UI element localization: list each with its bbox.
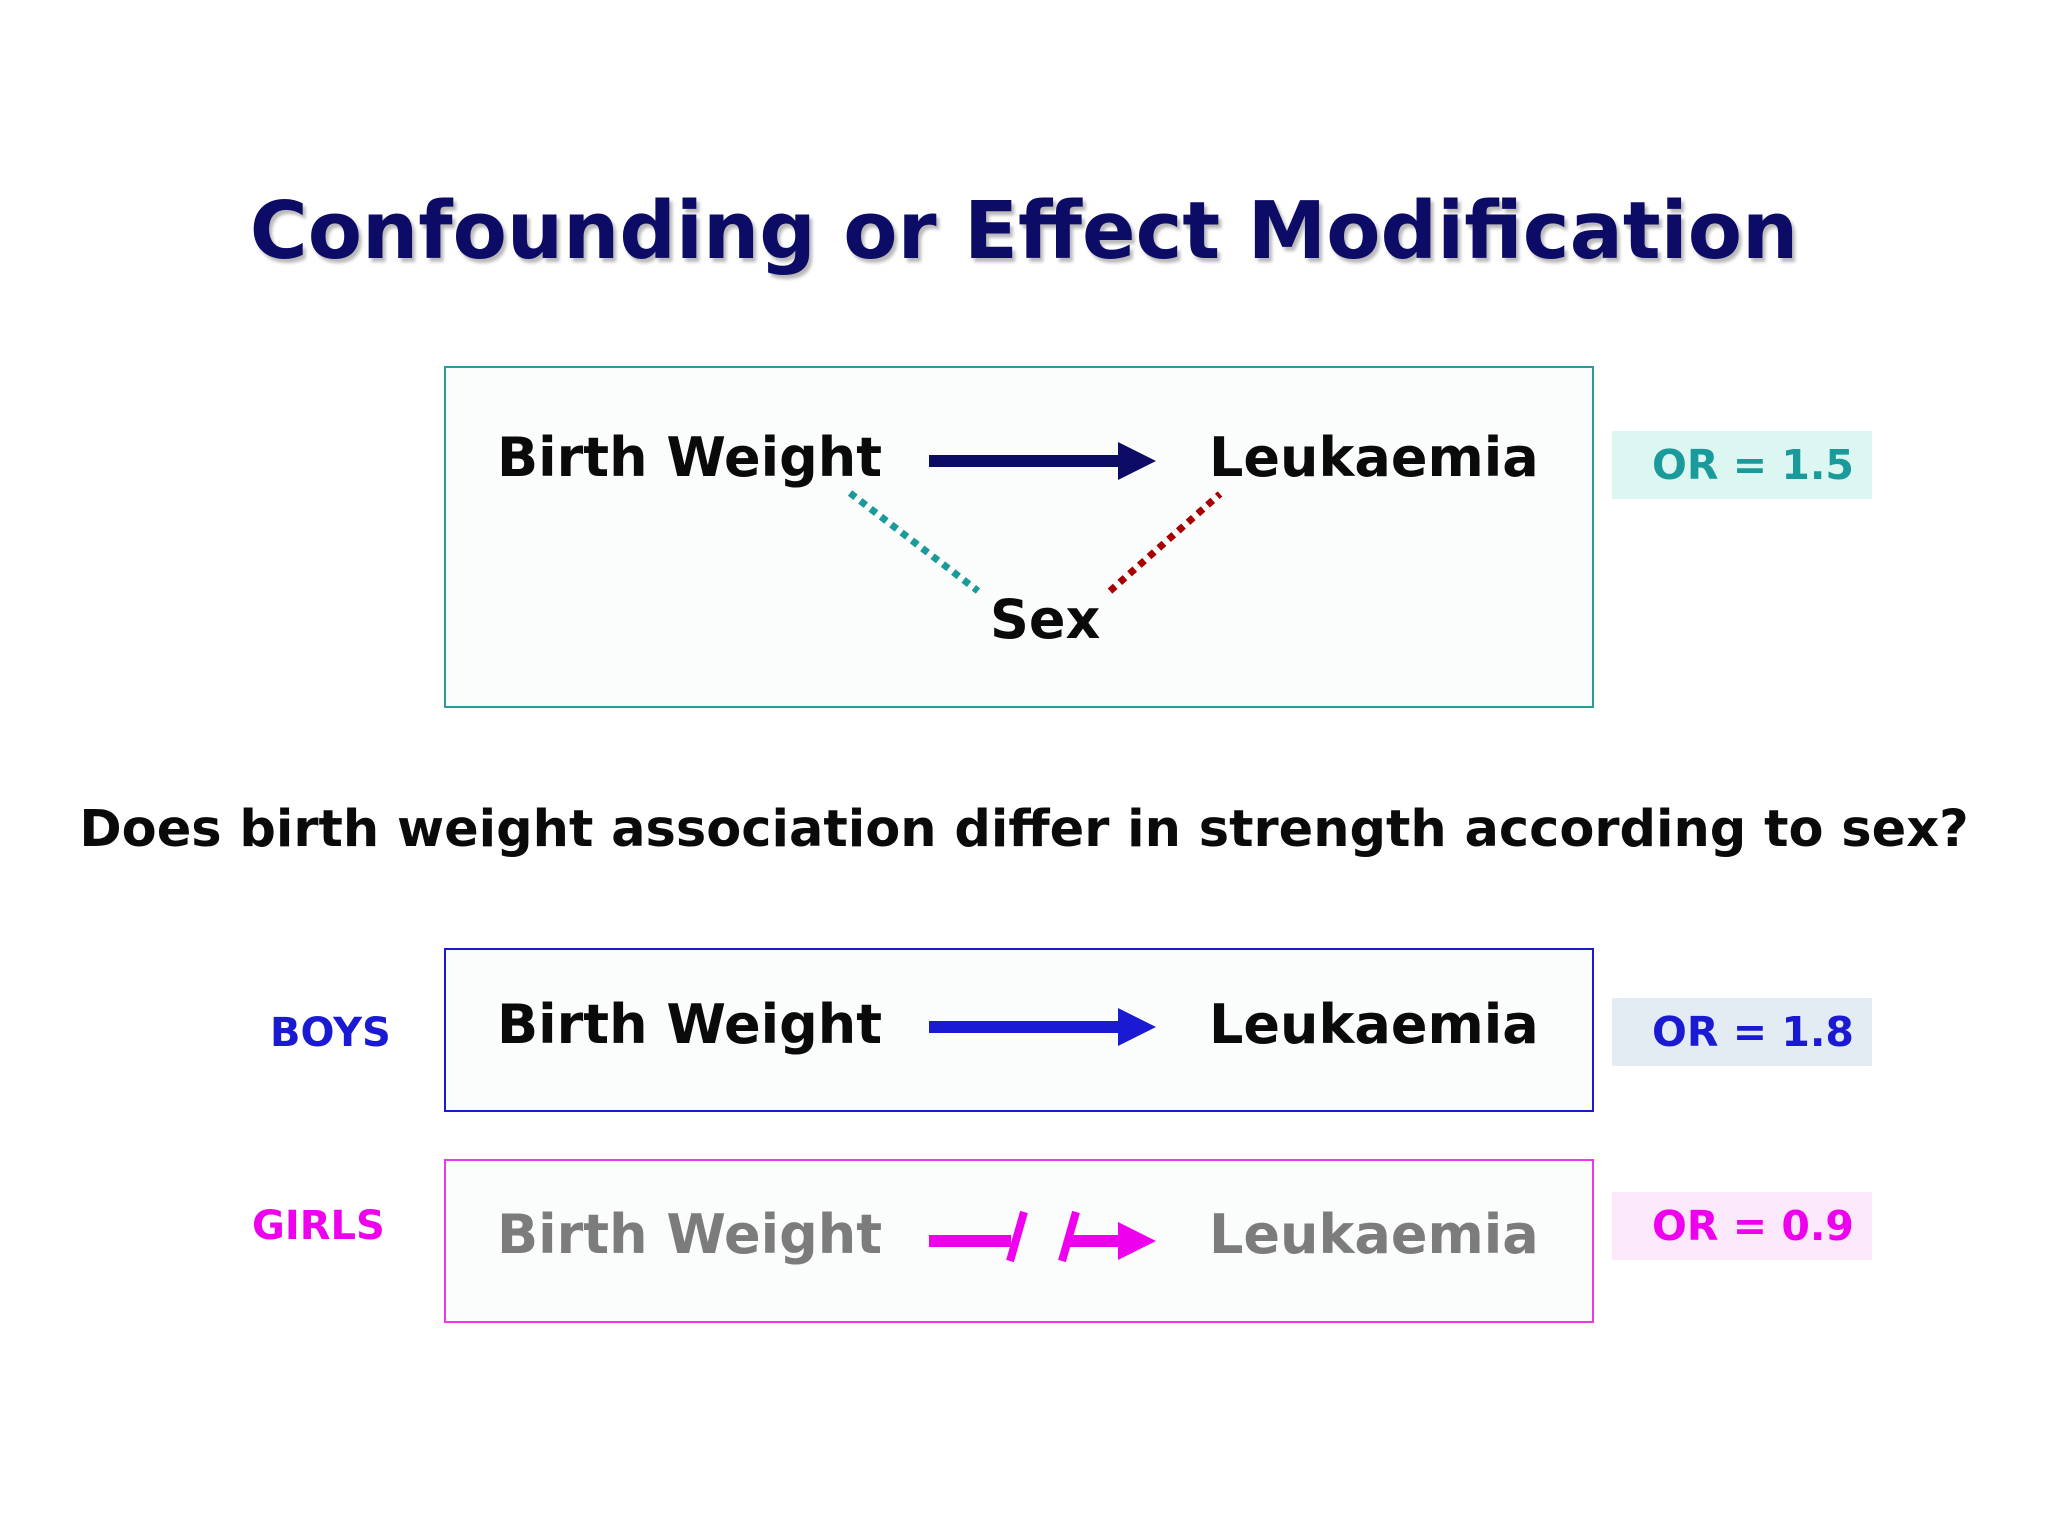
boys-or-badge: OR = 1.8 [1612, 998, 1872, 1066]
girls-broken-arrow [929, 1210, 1156, 1263]
boys-outcome-label: Leukaemia [1209, 993, 1539, 1056]
girls-label: GIRLS [252, 1203, 385, 1249]
boys-exposure-label: Birth Weight [497, 993, 883, 1056]
overall-outcome-label: Leukaemia [1209, 426, 1539, 489]
slide-title: Confounding or Effect Modification [249, 185, 1799, 277]
overall-diagram-box [444, 366, 1594, 708]
overall-or-badge: OR = 1.5 [1612, 431, 1872, 499]
girls-exposure-label: Birth Weight [497, 1203, 883, 1266]
confounder-outcome-link [1107, 491, 1223, 594]
boys-label: BOYS [270, 1010, 391, 1056]
confounder-label: Sex [990, 588, 1101, 651]
girls-outcome-label: Leukaemia [1209, 1203, 1539, 1266]
overall-causal-arrow [929, 442, 1156, 480]
overall-exposure-label: Birth Weight [497, 426, 883, 489]
boys-causal-arrow [929, 1008, 1156, 1046]
girls-or-badge: OR = 0.9 [1612, 1192, 1872, 1260]
question-text: Does birth weight association differ in … [79, 800, 1969, 859]
confounder-exposure-link [847, 490, 981, 594]
